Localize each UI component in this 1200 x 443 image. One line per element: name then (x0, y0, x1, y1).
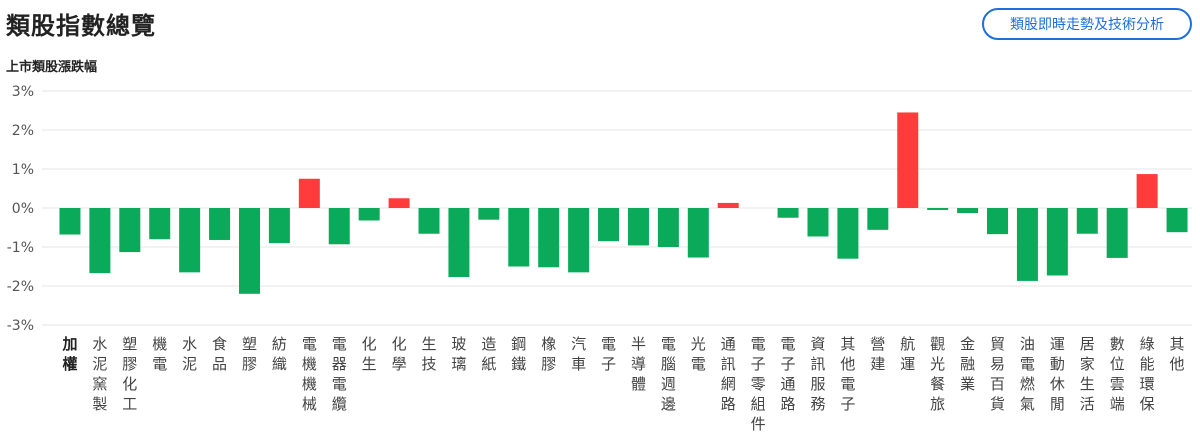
bar-31 (987, 208, 1009, 235)
sector-analysis-button[interactable]: 類股即時走勢及技術分析 (982, 8, 1192, 40)
bar-13 (448, 208, 470, 278)
bar-28 (897, 112, 919, 208)
x-tick-label: 半導體 (631, 335, 646, 393)
bar-16 (538, 208, 560, 268)
bar-5 (209, 208, 231, 240)
x-tick-label: 機電 (152, 335, 167, 373)
bar-24 (777, 208, 799, 218)
x-tick-label: 塑膠 (242, 335, 257, 373)
x-tick-label: 化生 (362, 335, 377, 373)
x-tick-label: 生技 (422, 335, 437, 373)
bar-10 (358, 208, 380, 221)
page-title: 類股指數總覽 (6, 12, 156, 40)
x-tick-label: 電機機械 (302, 335, 317, 413)
y-tick-label: -2% (7, 279, 34, 295)
x-tick-label: 紡織 (272, 335, 287, 373)
bar-9 (328, 208, 350, 245)
x-tick-label: 電子零組件 (751, 335, 766, 433)
y-tick-label: 3% (12, 84, 34, 100)
bar-19 (627, 208, 649, 246)
bar-32 (1016, 208, 1038, 281)
x-tick-label: 水泥窯製 (92, 335, 107, 413)
y-tick-label: 2% (12, 123, 34, 139)
bar-36 (1136, 174, 1158, 208)
bar-33 (1046, 208, 1068, 276)
x-tick-label: 水泥 (182, 335, 197, 373)
bar-15 (508, 208, 530, 267)
x-tick-label: 其他電子 (840, 335, 855, 413)
bar-4 (179, 208, 201, 273)
x-tick-label: 資訊服務 (810, 335, 825, 413)
bar-21 (687, 208, 709, 258)
x-tick-label: 電子通路 (781, 335, 796, 413)
x-tick-label: 電腦週邊 (661, 335, 676, 413)
bar-7 (268, 208, 290, 244)
x-tick-label: 造紙 (481, 335, 496, 373)
bar-1 (89, 208, 111, 274)
bar-3 (149, 208, 171, 240)
x-tick-label: 貿易百貨 (990, 335, 1005, 413)
x-tick-label: 通訊網路 (721, 335, 736, 413)
x-tick-label: 汽車 (571, 335, 586, 373)
bar-25 (807, 208, 829, 237)
bar-11 (388, 198, 410, 208)
bar-17 (568, 208, 590, 273)
x-tick-label: 居家生活 (1080, 335, 1095, 413)
bar-30 (957, 208, 979, 214)
x-tick-label: 橡膠 (541, 335, 556, 373)
bar-22 (717, 202, 739, 208)
bar-27 (867, 208, 889, 230)
bar-8 (298, 178, 320, 208)
x-tick-label: 數位雲端 (1110, 335, 1125, 413)
y-tick-label: -1% (7, 240, 34, 256)
bar-26 (837, 208, 859, 259)
x-tick-label: 鋼鐵 (511, 335, 526, 373)
x-tick-label: 食品 (212, 335, 227, 373)
x-tick-label: 光電 (691, 335, 706, 373)
x-tick-label: 航運 (900, 335, 915, 373)
bar-2 (119, 208, 141, 253)
x-tick-label: 觀光餐旅 (930, 335, 945, 413)
y-tick-label: 0% (12, 201, 34, 217)
bar-29 (927, 208, 949, 210)
x-tick-label: 其他 (1170, 335, 1185, 373)
x-tick-label: 加權 (61, 335, 77, 373)
x-tick-label: 營建 (870, 335, 885, 373)
bar-34 (1076, 208, 1098, 234)
bar-18 (598, 208, 620, 242)
y-tick-label: 1% (12, 162, 34, 178)
x-tick-label: 化學 (392, 335, 407, 373)
bar-35 (1106, 208, 1128, 258)
x-tick-label: 電子 (601, 335, 616, 373)
x-tick-label: 金融業 (960, 335, 975, 393)
y-tick-label: -3% (7, 318, 34, 334)
bar-37 (1166, 208, 1188, 233)
x-tick-label: 綠能環保 (1140, 335, 1155, 413)
bar-14 (478, 208, 500, 220)
bar-12 (418, 208, 440, 234)
x-tick-label: 玻璃 (451, 335, 466, 373)
bar-0 (59, 208, 81, 235)
x-tick-label: 運動休閒 (1050, 335, 1065, 413)
x-tick-label: 電器電纜 (332, 335, 347, 413)
bar-20 (657, 208, 679, 247)
x-tick-label: 油電燃氣 (1020, 335, 1035, 413)
x-tick-label: 塑膠化工 (122, 335, 137, 413)
chart-title: 上市類股漲跌幅 (6, 60, 98, 75)
bar-6 (238, 208, 260, 294)
